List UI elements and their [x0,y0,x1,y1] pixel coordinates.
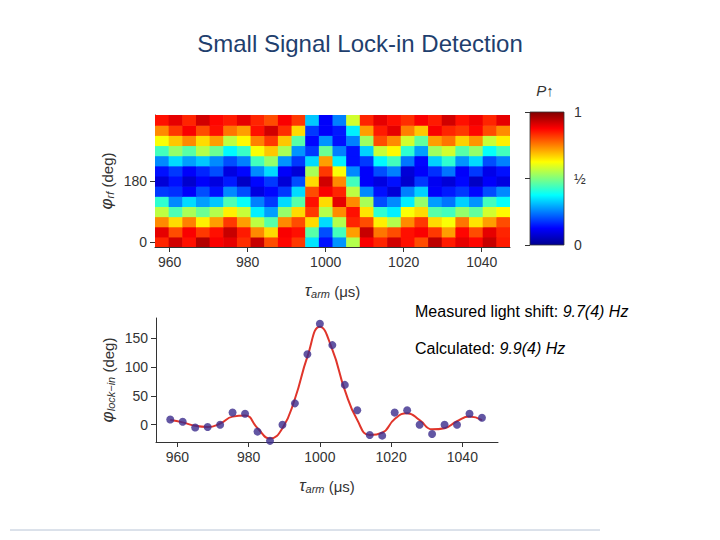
svg-text:980: 980 [236,254,260,270]
svg-text:(deg): (deg) [100,338,117,377]
svg-text:0: 0 [139,234,147,250]
svg-text:180: 180 [124,173,148,189]
svg-text:1: 1 [574,104,582,120]
svg-text:½: ½ [574,171,586,187]
svg-text:1040: 1040 [447,449,478,465]
svg-text:1000: 1000 [304,449,335,465]
svg-text:50: 50 [132,388,148,404]
svg-text:9.7(4) Hz: 9.7(4) Hz [563,303,629,320]
svg-text:lock−in: lock−in [105,377,117,412]
svg-text:(μs): (μs) [330,283,360,300]
svg-text:τ: τ [299,476,306,495]
svg-text:(deg): (deg) [99,152,116,191]
svg-text:Measured light shift:: Measured light shift: [415,303,563,320]
svg-text:0: 0 [140,417,148,433]
svg-text:1000: 1000 [310,254,341,270]
svg-text:1040: 1040 [466,254,497,270]
svg-text:arm: arm [306,483,325,495]
svg-text:τ: τ [304,281,312,300]
svg-text:1020: 1020 [388,254,419,270]
svg-text:0: 0 [574,237,582,253]
svg-text:(μs): (μs) [324,478,354,495]
svg-text:9.9(4) Hz: 9.9(4) Hz [499,340,565,357]
svg-text:150: 150 [125,330,149,346]
svg-text:100: 100 [125,359,149,375]
svg-text:960: 960 [166,449,190,465]
svg-text:φ: φ [98,411,117,422]
svg-text:P↑: P↑ [536,82,554,99]
svg-text:Small Signal Lock-in Detection: Small Signal Lock-in Detection [197,30,523,57]
svg-text:1020: 1020 [376,449,407,465]
svg-text:arm: arm [311,288,330,300]
svg-text:φ: φ [97,198,116,209]
svg-text:980: 980 [237,449,261,465]
svg-text:rf: rf [103,191,116,199]
svg-text:960: 960 [158,254,182,270]
svg-text:Calculated:: Calculated: [415,340,500,357]
